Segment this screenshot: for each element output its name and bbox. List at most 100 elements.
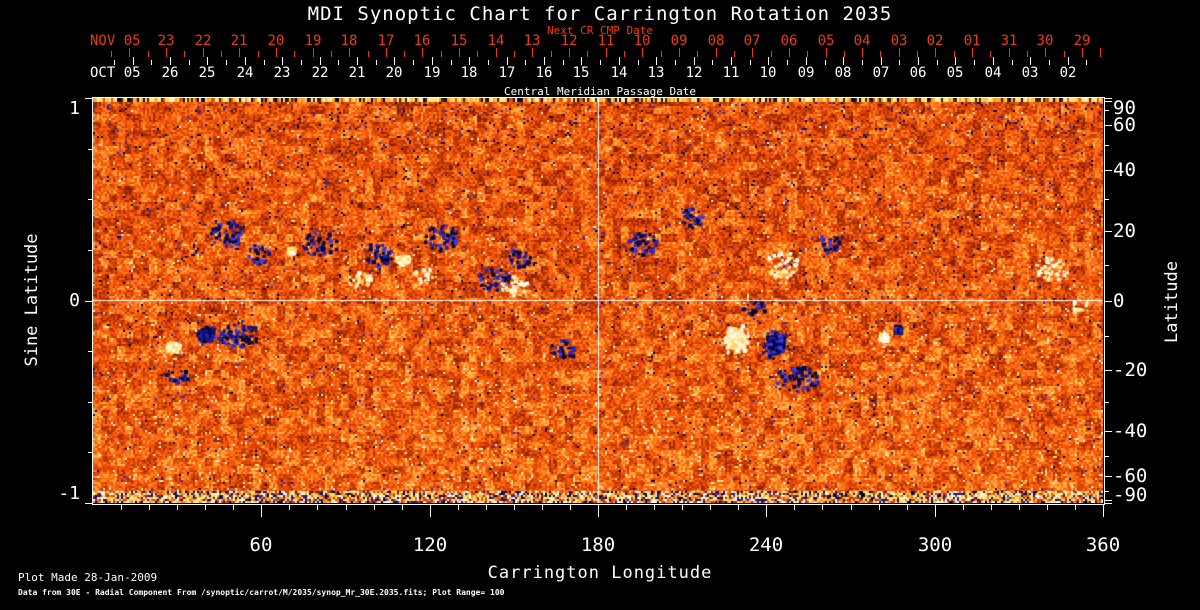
sine-latitude-tick [88,351,93,352]
latitude-tick [1104,456,1109,457]
cmp-day-label: 16 [535,65,553,81]
cmp-day-label: 07 [872,65,890,81]
cmp-minor-tick [899,60,900,65]
longitude-tick [710,504,711,510]
next-cr-minor-tick [661,51,662,57]
sine-latitude-tick [85,503,93,504]
next-cr-day-label: 31 [1000,33,1018,49]
longitude-tick [1103,504,1104,517]
next-cr-day-label: 18 [340,33,358,49]
cmp-tick [881,57,882,65]
cmp-tick [151,60,152,65]
next-cr-minor-tick [551,51,552,57]
latitude-tick [1104,370,1112,371]
longitude-tick [374,504,375,510]
next-cr-tick [679,48,680,57]
longitude-tick [346,504,347,510]
next-cr-tick [935,48,936,57]
next-cr-tick [642,48,643,57]
next-cr-minor-tick [880,51,881,57]
cmp-minor-tick [338,60,339,65]
next-cr-minor-tick [954,51,955,57]
cmp-minor-tick [301,60,302,65]
longitude-tick [822,504,823,510]
latitude-tick [1104,170,1112,171]
longitude-tick [233,504,234,510]
next-cr-tick [826,48,827,57]
next-cr-day-label: 23 [157,33,175,49]
longitude-tick [177,504,178,510]
cmp-tick [394,57,395,65]
cmp-day-label: 10 [759,65,777,81]
latitude-tick [1104,301,1112,302]
next-cr-tick [129,48,130,57]
next-cr-minor-tick [697,51,698,57]
cmp-day-label: 06 [909,65,927,81]
longitude-tick [289,504,290,510]
next-cr-minor-tick [1027,51,1028,57]
sine-latitude-tick [88,250,93,251]
cmp-tick [357,57,358,65]
cmp-tick [114,60,115,65]
latitude-tick [1104,101,1112,102]
longitude-tick [598,504,599,517]
next-cr-tick [239,48,240,57]
next-cr-tick [203,48,204,57]
cmp-minor-tick [750,60,751,65]
cmp-tick [768,57,769,65]
cmp-day-label: 12 [685,65,703,81]
longitude-tick [1019,504,1020,510]
longitude-tick [486,504,487,510]
next-cr-tick [789,48,790,57]
cmp-tick [320,57,321,65]
latitude-tick-label: 40 [1113,159,1136,181]
longitude-tick [121,504,122,510]
longitude-tick [542,504,543,510]
magnetogram-canvas [93,98,1103,503]
next-cr-minor-tick [917,51,918,57]
latitude-tick-label: -20 [1113,359,1148,381]
next-cr-minor-tick [624,51,625,57]
latitude-tick [1104,145,1109,146]
cmp-minor-tick [638,60,639,65]
cmp-day-label: 19 [423,65,441,81]
longitude-tick [430,504,431,517]
next-cr-day-label: 14 [487,33,505,49]
longitude-tick-label: 180 [580,534,616,556]
cmp-tick [1030,57,1031,65]
latitude-tick [1104,500,1112,501]
next-cr-tick [422,48,423,57]
cmp-tick [544,57,545,65]
next-cr-tick [313,48,314,57]
cmp-minor-tick [413,60,414,65]
latitude-tick-label: 0 [1113,290,1125,312]
latitude-tick [1104,110,1109,111]
cmp-tick [619,57,620,65]
cmp-minor-tick [264,60,265,65]
next-cr-day-label: 03 [890,33,908,49]
cmp-minor-tick [525,60,526,65]
longitude-tick [879,504,880,510]
carrington-longitude-axis-title: Carrington Longitude [487,563,713,583]
next-cr-day-label: 29 [1073,33,1091,49]
cmp-day-label: 22 [311,65,329,81]
next-cr-minor-tick [771,51,772,57]
data-source-info: Data from 30E - Radial Component From /s… [18,588,505,597]
longitude-tick [907,504,908,510]
cmp-minor-tick [1049,60,1050,65]
cmp-day-label: 17 [498,65,516,81]
next-cr-tick [899,48,900,57]
sine-latitude-tick [88,452,93,453]
cmp-tick [133,57,134,65]
latitude-tick [1104,336,1109,337]
cmp-tick [806,57,807,65]
latitude-axis-title: Latitude [1162,261,1182,343]
next-cr-tick [716,48,717,57]
cmp-minor-tick [862,60,863,65]
longitude-tick [654,504,655,510]
next-cr-tick [1082,48,1083,57]
next-cr-minor-tick [477,51,478,57]
next-cr-day-label: 05 [817,33,835,49]
latitude-tick [1104,491,1109,492]
